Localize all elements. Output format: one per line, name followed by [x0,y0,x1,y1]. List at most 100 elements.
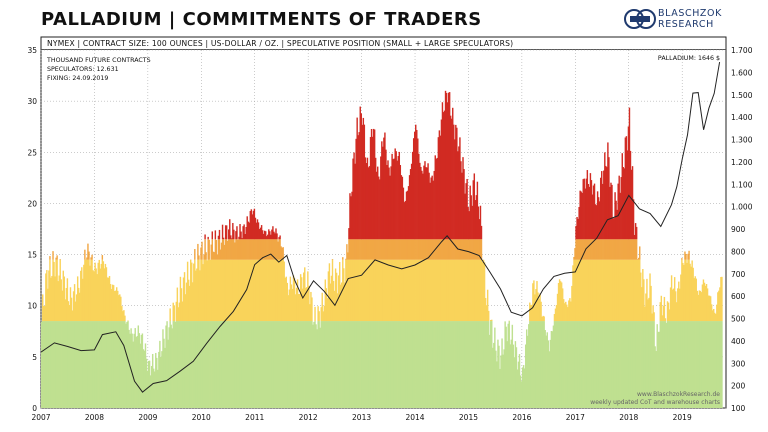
position-bar [79,321,81,408]
position-bar [458,146,460,240]
position-bar [359,239,361,260]
position-bar [341,321,343,408]
position-bar [373,129,376,240]
position-bar [556,321,559,408]
position-bar [530,321,532,408]
y-right-tick-label: 200 [731,382,746,391]
position-bar [248,222,250,240]
position-bar [450,118,453,240]
position-bar [213,321,216,408]
y-left-tick-label: 15 [27,251,37,260]
position-bar [112,285,115,322]
position-bar [659,321,662,408]
position-bar [558,279,561,322]
position-bar [448,92,451,240]
position-bar [612,321,614,408]
position-bar [616,209,618,240]
position-bar [404,200,407,240]
position-bar [336,293,339,322]
position-bar [618,175,620,240]
position-bar [305,287,307,322]
position-bar [599,239,602,260]
position-bar [449,259,452,322]
position-bar [443,259,446,322]
position-bar [695,321,697,408]
position-bar [688,250,690,260]
position-bar [676,321,678,408]
position-bar [244,239,246,260]
position-bar [197,259,199,322]
position-bar [274,239,276,260]
position-bar [437,259,440,322]
position-bar [436,259,439,322]
position-bar [388,259,390,322]
position-bar [476,239,479,260]
position-bar [606,239,608,260]
position-bar [353,152,355,240]
position-bar [154,371,156,408]
position-bar [616,321,618,408]
position-bar [363,259,366,322]
position-bar [436,321,439,408]
position-bar [583,239,585,260]
position-bar [223,321,226,408]
position-bar [638,259,640,322]
position-bar [699,321,702,408]
position-bar [368,166,371,240]
position-bar [216,259,219,322]
position-bar [203,259,205,322]
position-bar [501,338,503,408]
position-bar [470,321,472,408]
position-bar [42,321,44,408]
position-bar [355,259,357,322]
position-bar [284,321,286,408]
position-bar [454,139,456,240]
position-bar [676,302,678,322]
position-bar [111,284,114,322]
position-bar [586,170,589,240]
info-line-1: THOUSAND FUTURE CONTRACTS [46,57,151,64]
position-bar [614,321,616,408]
position-bar [534,321,536,408]
brand-logo[interactable]: BLASCHZOK RESEARCH [624,8,754,32]
position-bar [572,265,574,322]
position-bar [398,151,401,240]
position-bar [348,239,350,260]
position-bar [122,321,124,408]
position-bar [597,259,600,322]
position-bar [189,321,192,408]
position-bar [660,321,663,408]
y-right-tick-label: 500 [731,315,746,324]
y-left-tick-label: 5 [32,353,37,362]
position-bar [623,259,626,322]
position-bar [318,311,320,322]
position-bar [695,278,697,322]
position-bar [233,229,235,240]
position-bar [602,239,604,260]
position-bar [45,321,47,408]
position-bar [366,239,369,260]
footer-line-1[interactable]: www.BlaschzokResearch.de [637,391,720,398]
position-bar [266,236,268,240]
position-bar [101,259,104,322]
position-bar [434,155,436,240]
position-bar [88,251,90,260]
position-bar [459,137,461,240]
position-bar [127,320,129,322]
position-bar [559,281,562,322]
position-bar [266,239,268,260]
position-bar [96,321,98,408]
position-bar [224,225,227,240]
position-bar [463,259,465,322]
position-bar [413,259,416,322]
logo-line-2: RESEARCH [658,19,714,30]
position-bar [374,157,377,240]
position-bar [178,321,181,408]
position-bar [592,185,595,240]
position-bar [430,259,432,322]
position-bar [317,321,319,408]
position-bar [182,321,185,408]
position-bar [668,321,671,408]
position-bar [442,239,445,260]
position-bar [469,259,471,322]
